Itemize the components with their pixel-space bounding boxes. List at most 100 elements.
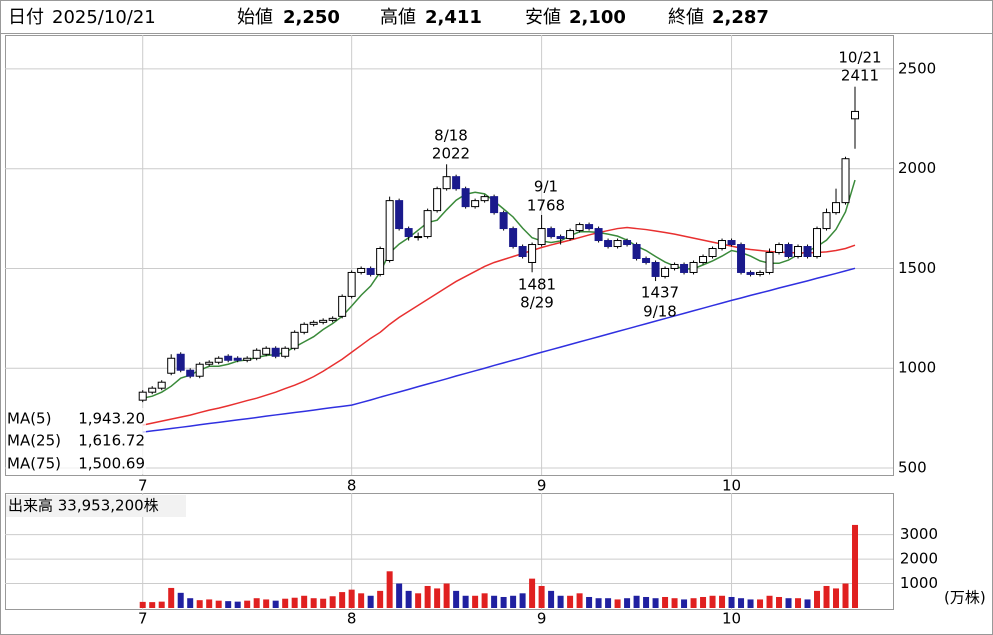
- y-tick-label: 3000: [900, 525, 938, 543]
- annotation: 8/18: [434, 127, 468, 145]
- candle-body: [746, 271, 755, 275]
- header-value: 2,411: [425, 7, 482, 28]
- volume-bar: [367, 595, 374, 608]
- volume-bar: [491, 595, 498, 608]
- unit-label: (万株): [944, 589, 986, 607]
- volume-bar: [263, 599, 270, 608]
- volume-bar: [709, 595, 716, 608]
- volume-bar: [500, 596, 507, 608]
- annotation: 9/18: [643, 303, 677, 321]
- volume-bar: [329, 596, 336, 608]
- volume-bar: [196, 600, 203, 608]
- candle-body: [642, 257, 651, 263]
- candle-body: [822, 212, 831, 230]
- candle-body: [357, 267, 366, 273]
- annotation: 2022: [432, 145, 470, 163]
- candle-body: [309, 321, 318, 325]
- volume-bar: [168, 587, 175, 608]
- volume-bar: [386, 571, 393, 608]
- volume-bar: [358, 593, 365, 608]
- candle-body: [262, 347, 271, 355]
- volume-bar: [481, 593, 488, 608]
- candle-body: [670, 263, 679, 269]
- volume-bar: [605, 598, 612, 608]
- volume-bar: [443, 583, 450, 608]
- volume-bar: [215, 600, 222, 608]
- volume-bar: [424, 585, 431, 608]
- candle-body: [537, 228, 546, 246]
- legend-name: MA(25): [7, 432, 61, 450]
- ma-line: [142, 179, 856, 399]
- volume-bar: [282, 598, 289, 608]
- volume-bar: [681, 599, 688, 608]
- annotation: 1437: [641, 284, 679, 302]
- x-tick-label: 7: [138, 610, 148, 628]
- candle-body: [794, 246, 803, 257]
- volume-bar: [149, 602, 156, 608]
- volume-bar: [139, 601, 146, 608]
- volume-bar: [795, 598, 802, 608]
- volume-bar: [586, 596, 593, 608]
- header-label: 高値: [380, 7, 416, 28]
- candle-body: [661, 267, 670, 277]
- volume-bar: [814, 590, 821, 608]
- volume-bar: [434, 588, 441, 608]
- volume-bar: [538, 585, 545, 608]
- volume-bar: [776, 596, 783, 608]
- y-tick-label: 1500: [898, 259, 936, 277]
- header-value: 2,250: [283, 7, 340, 28]
- y-tick-label: 1000: [900, 574, 938, 592]
- volume-bar: [519, 593, 526, 608]
- candle-body: [148, 387, 157, 393]
- candle-body: [613, 240, 622, 248]
- candle-body: [252, 349, 261, 359]
- volume-bar: [453, 590, 460, 608]
- y-tick-label: 1000: [898, 359, 936, 377]
- volume-bar: [595, 598, 602, 608]
- x-tick-label: 10: [722, 610, 741, 628]
- y-tick-label: 500: [898, 459, 927, 477]
- legend-name: MA(5): [7, 410, 51, 428]
- candle-body: [176, 353, 185, 371]
- volume-bar: [244, 600, 251, 608]
- candle-body: [832, 202, 841, 214]
- candle-body: [224, 355, 233, 361]
- candle-body: [233, 357, 242, 361]
- volume-bar: [852, 524, 859, 608]
- volume-bar: [177, 592, 184, 608]
- volume-bar: [472, 595, 479, 608]
- volume-bar: [652, 598, 659, 608]
- price-panel: [5, 35, 894, 476]
- candle-body: [290, 331, 299, 349]
- x-tick-label: 8: [347, 610, 357, 628]
- volume-bar: [728, 596, 735, 608]
- candle-body: [651, 261, 660, 277]
- date-label: 日付: [8, 7, 44, 28]
- volume-bar: [671, 598, 678, 608]
- annotation: 1481: [518, 276, 556, 294]
- candle-body: [556, 236, 565, 240]
- candle-body: [319, 319, 328, 323]
- volume-bar: [690, 598, 697, 608]
- volume-bar: [529, 578, 536, 608]
- candle-body: [347, 271, 356, 297]
- candle-body: [366, 267, 375, 275]
- candle-body: [585, 224, 594, 230]
- candle-body: [632, 244, 641, 259]
- y-tick-label: 2500: [898, 59, 936, 77]
- volume-bar: [624, 598, 631, 608]
- candle-body: [414, 236, 423, 239]
- candle-body: [300, 323, 309, 333]
- volume-panel: [5, 493, 894, 610]
- ma-line: [142, 267, 856, 433]
- candle-body: [699, 255, 708, 263]
- volume-title: 出来高 33,953,200株: [8, 497, 159, 515]
- candle-body: [205, 361, 214, 365]
- volume-bar: [320, 598, 327, 608]
- title-box: [6, 495, 186, 517]
- volume-bar: [301, 595, 308, 608]
- x-tick-label: 7: [138, 477, 148, 495]
- annotation: 10/21: [838, 49, 881, 67]
- candle-body: [395, 200, 404, 230]
